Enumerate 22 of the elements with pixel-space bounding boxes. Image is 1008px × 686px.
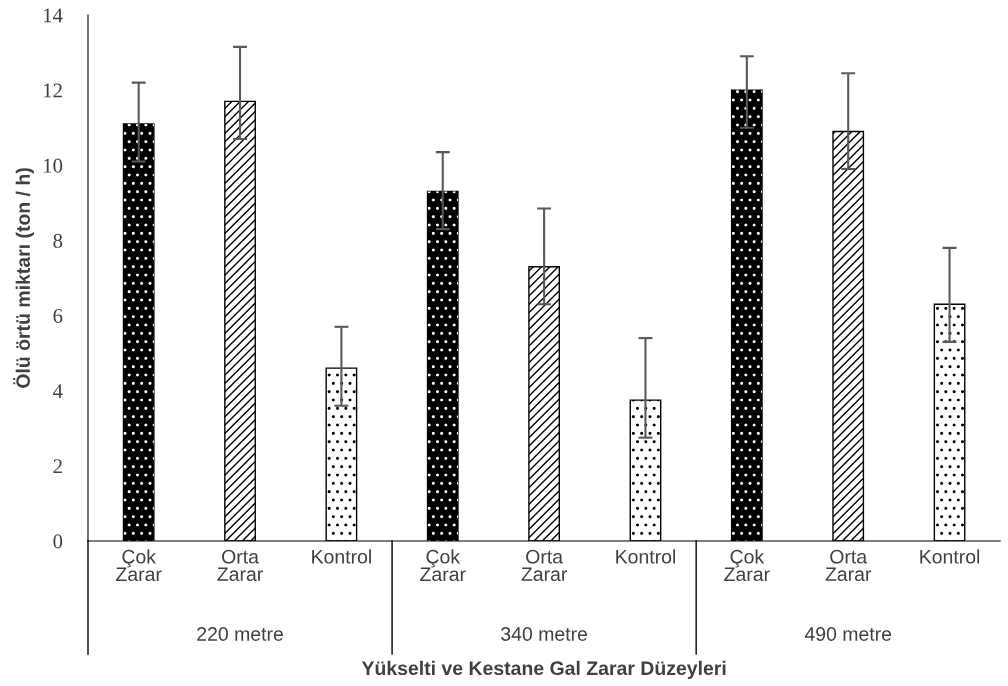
x-tick-label: Çok Zarar <box>116 549 162 582</box>
y-tick-label: 6 <box>53 308 63 323</box>
y-tick-label: 4 <box>52 384 63 398</box>
x-tick-label: Orta Zarar <box>521 549 568 582</box>
y-tick-label: 8 <box>53 233 63 248</box>
x-axis-title: Yükselti ve Kestane Gal Zarar Düzeyleri <box>361 660 726 679</box>
x-tick-label: Çok Zarar <box>420 549 466 582</box>
x-tick-label: Orta Zarar <box>217 549 263 582</box>
y-tick-label: 14 <box>44 8 63 23</box>
text: 220 metre <box>197 627 283 641</box>
x-tick-label: Çok Zarar <box>724 549 770 582</box>
text: 490 metre <box>804 627 892 641</box>
x-tick-label: Kontrol <box>616 549 675 564</box>
x-tick-label: Kontrol <box>920 549 980 564</box>
y-tick-label: 2 <box>53 459 62 474</box>
x-tick-label: Kontrol <box>312 549 371 564</box>
y-tick-label: 0 <box>53 534 63 549</box>
y-axis-title: Ölü örtü miktarı (ton / h) <box>13 168 34 388</box>
text: 340 metre <box>501 627 588 641</box>
y-tick-label: 10 <box>44 158 63 173</box>
x-tick-label: Orta Zarar <box>825 549 872 582</box>
y-tick-label: 12 <box>44 83 62 98</box>
